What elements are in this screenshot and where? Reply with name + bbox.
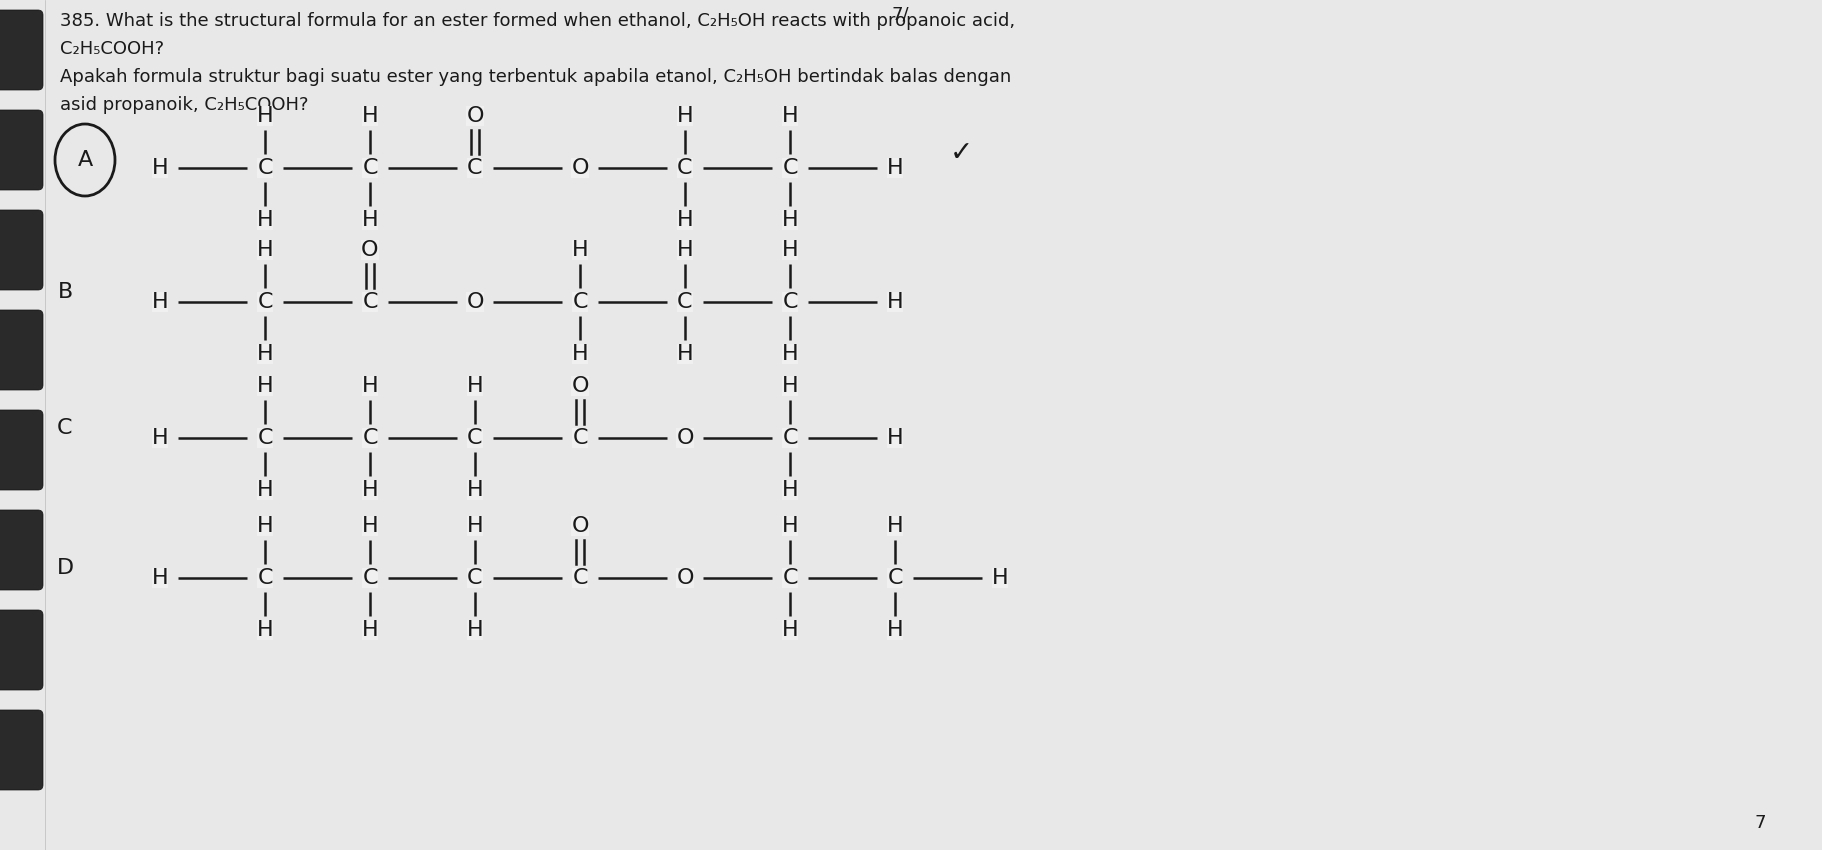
Text: H: H bbox=[572, 240, 589, 260]
Text: C: C bbox=[572, 568, 589, 588]
Text: H: H bbox=[887, 428, 904, 448]
Text: C: C bbox=[466, 158, 483, 178]
Text: H: H bbox=[151, 428, 168, 448]
Text: Apakah formula struktur bagi suatu ester yang terbentuk apabila etanol, C₂H₅OH b: Apakah formula struktur bagi suatu ester… bbox=[60, 68, 1011, 86]
Text: O: O bbox=[466, 292, 485, 312]
Text: H: H bbox=[887, 158, 904, 178]
Text: C: C bbox=[572, 428, 589, 448]
Text: C₂H₅COOH?: C₂H₅COOH? bbox=[60, 40, 164, 58]
Text: C: C bbox=[257, 158, 273, 178]
FancyBboxPatch shape bbox=[0, 10, 44, 90]
Text: C: C bbox=[466, 568, 483, 588]
Text: H: H bbox=[991, 568, 1008, 588]
Text: H: H bbox=[257, 620, 273, 640]
Text: A: A bbox=[77, 150, 93, 170]
Text: H: H bbox=[782, 516, 798, 536]
Text: C: C bbox=[363, 292, 377, 312]
Text: H: H bbox=[466, 516, 483, 536]
FancyBboxPatch shape bbox=[0, 110, 44, 190]
Text: H: H bbox=[151, 158, 168, 178]
Text: C: C bbox=[363, 158, 377, 178]
Text: H: H bbox=[363, 210, 379, 230]
Text: H: H bbox=[363, 376, 379, 396]
Text: H: H bbox=[363, 480, 379, 500]
Text: C: C bbox=[257, 292, 273, 312]
FancyBboxPatch shape bbox=[0, 210, 44, 290]
Text: O: O bbox=[572, 376, 589, 396]
Text: C: C bbox=[678, 292, 692, 312]
Text: C: C bbox=[466, 428, 483, 448]
Text: C: C bbox=[887, 568, 902, 588]
Text: H: H bbox=[887, 292, 904, 312]
Text: H: H bbox=[676, 240, 694, 260]
Text: C: C bbox=[363, 428, 377, 448]
Text: asid propanoik, C₂H₅COOH?: asid propanoik, C₂H₅COOH? bbox=[60, 96, 308, 114]
Text: H: H bbox=[466, 376, 483, 396]
FancyBboxPatch shape bbox=[0, 710, 44, 790]
Text: 7: 7 bbox=[1755, 814, 1766, 832]
Text: C: C bbox=[257, 428, 273, 448]
Text: H: H bbox=[782, 620, 798, 640]
Text: H: H bbox=[257, 376, 273, 396]
Text: H: H bbox=[887, 620, 904, 640]
Text: D: D bbox=[56, 558, 73, 578]
Text: H: H bbox=[257, 240, 273, 260]
Text: O: O bbox=[466, 106, 485, 126]
Text: C: C bbox=[678, 158, 692, 178]
Text: C: C bbox=[782, 158, 798, 178]
Text: O: O bbox=[361, 240, 379, 260]
FancyBboxPatch shape bbox=[0, 510, 44, 590]
Text: H: H bbox=[572, 344, 589, 364]
Text: O: O bbox=[572, 158, 589, 178]
Text: 385. What is the structural formula for an ester formed when ethanol, C₂H₅OH rea: 385. What is the structural formula for … bbox=[60, 12, 1015, 30]
Text: H: H bbox=[257, 344, 273, 364]
Text: H: H bbox=[782, 376, 798, 396]
Text: H: H bbox=[676, 344, 694, 364]
Text: H: H bbox=[676, 210, 694, 230]
Text: H: H bbox=[466, 620, 483, 640]
Text: O: O bbox=[572, 516, 589, 536]
FancyBboxPatch shape bbox=[0, 310, 44, 390]
Text: H: H bbox=[782, 344, 798, 364]
Text: H: H bbox=[257, 106, 273, 126]
Text: C: C bbox=[572, 292, 589, 312]
Text: O: O bbox=[676, 568, 694, 588]
Text: H: H bbox=[257, 516, 273, 536]
Text: H: H bbox=[151, 568, 168, 588]
Text: H: H bbox=[782, 480, 798, 500]
Text: H: H bbox=[363, 620, 379, 640]
Text: H: H bbox=[466, 480, 483, 500]
Text: ✓: ✓ bbox=[949, 139, 973, 167]
Text: H: H bbox=[676, 106, 694, 126]
Text: H: H bbox=[363, 106, 379, 126]
Text: C: C bbox=[782, 428, 798, 448]
Text: C: C bbox=[782, 292, 798, 312]
Text: H: H bbox=[257, 210, 273, 230]
Text: C: C bbox=[56, 418, 73, 438]
Text: H: H bbox=[257, 480, 273, 500]
Text: C: C bbox=[257, 568, 273, 588]
Text: B: B bbox=[56, 282, 73, 302]
Text: O: O bbox=[676, 428, 694, 448]
Text: H: H bbox=[782, 106, 798, 126]
FancyBboxPatch shape bbox=[0, 410, 44, 490]
Text: 7/: 7/ bbox=[891, 5, 909, 23]
Text: H: H bbox=[782, 240, 798, 260]
Text: H: H bbox=[887, 516, 904, 536]
Text: H: H bbox=[782, 210, 798, 230]
Text: H: H bbox=[363, 516, 379, 536]
Text: H: H bbox=[151, 292, 168, 312]
FancyBboxPatch shape bbox=[0, 610, 44, 690]
Text: C: C bbox=[363, 568, 377, 588]
Text: C: C bbox=[782, 568, 798, 588]
